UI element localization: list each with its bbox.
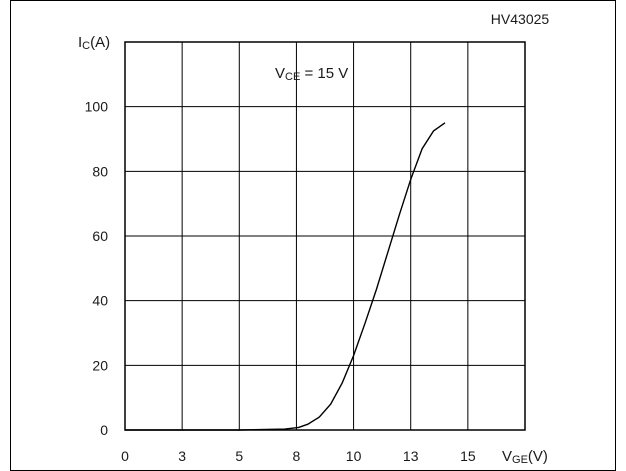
y-axis-label: IC(A) [78,34,110,52]
y-tick-label: 100 [85,99,109,115]
x-tick-labels: 0 3 5 8 10 13 15 [121,448,476,464]
y-tick-label: 20 [92,357,108,373]
grid [125,42,526,430]
plot-frame [124,41,526,431]
x-tick-label: 5 [235,448,243,464]
series-line [125,122,446,431]
x-tick-label: 10 [346,448,362,464]
y-tick-label: 0 [100,422,108,438]
y-tick-labels: 0 20 40 60 80 100 [85,99,109,438]
x-tick-label: 13 [403,448,419,464]
x-tick-label: 3 [178,448,186,464]
figure-id: HV43025 [491,11,550,27]
x-tick-label: 0 [121,448,129,464]
annotation-vce: VCE = 15 V [275,65,348,83]
x-axis-label: VGE(V) [502,448,548,466]
y-tick-label: 40 [92,293,108,309]
x-tick-label: 15 [460,448,476,464]
y-tick-label: 80 [92,163,108,179]
x-tick-label: 8 [293,448,301,464]
y-tick-label: 60 [92,228,108,244]
